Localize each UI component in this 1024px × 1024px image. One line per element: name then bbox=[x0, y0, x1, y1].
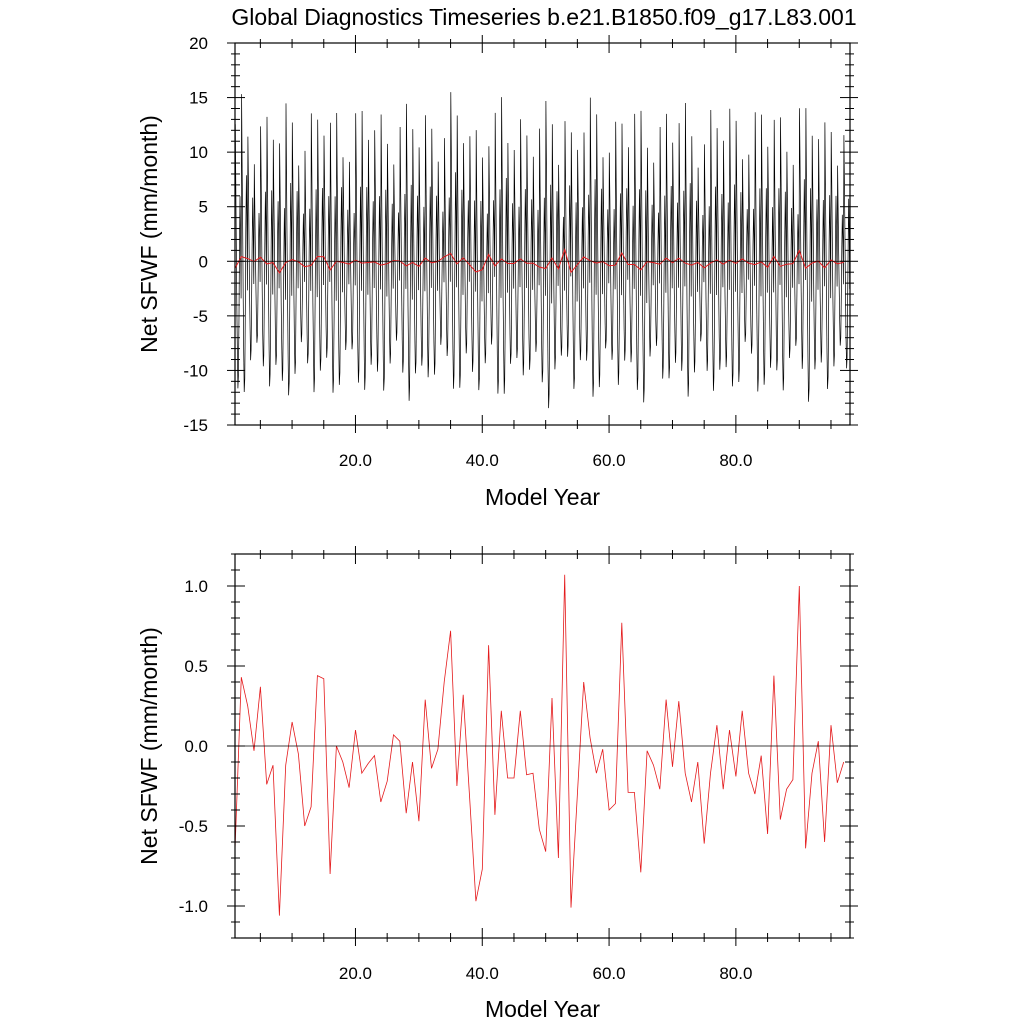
top-x-axis-label: Model Year bbox=[485, 484, 600, 510]
y-tick-label: 1.0 bbox=[184, 577, 208, 596]
y-tick-label: 0.0 bbox=[184, 737, 208, 756]
top-y-axis-label: Net SFWF (mm/month) bbox=[136, 115, 162, 353]
y-tick-label: -1.0 bbox=[179, 897, 208, 916]
top-panel-chart: 20.0 40.0 60.0 80.0 -15 -10 -5 0 5 10 15 20 Model Y… bbox=[136, 34, 858, 510]
x-tick-label: 40.0 bbox=[466, 964, 499, 983]
bottom-x-axis-label: Model Year bbox=[485, 996, 600, 1022]
figure-title: Global Diagnostics Timeseries b.e21.B185… bbox=[231, 4, 856, 30]
x-tick-label: 60.0 bbox=[593, 451, 626, 470]
x-tick-label: 20.0 bbox=[339, 964, 372, 983]
x-tick-label: 80.0 bbox=[719, 451, 752, 470]
y-tick-label: -0.5 bbox=[179, 817, 208, 836]
y-tick-label: -15 bbox=[183, 416, 208, 435]
y-tick-label: 5 bbox=[199, 198, 208, 217]
bottom-y-axis-label: Net SFWF (mm/month) bbox=[136, 627, 162, 865]
y-tick-label: 20 bbox=[189, 34, 208, 53]
x-tick-label: 60.0 bbox=[593, 964, 626, 983]
x-tick-label: 40.0 bbox=[466, 451, 499, 470]
y-tick-label: 0 bbox=[199, 252, 208, 271]
bottom-series-layer bbox=[234, 574, 845, 916]
top-series-layer bbox=[234, 92, 851, 409]
top-plot-frame bbox=[234, 42, 851, 426]
y-tick-label: -5 bbox=[193, 307, 208, 326]
x-tick-label: 80.0 bbox=[719, 964, 752, 983]
y-tick-label: 0.5 bbox=[184, 657, 208, 676]
bottom-ticks-layer: 20.0 40.0 60.0 80.0 -1.0 -0.5 0.0 0.5 1.0 bbox=[179, 546, 858, 983]
y-tick-label: -10 bbox=[183, 361, 208, 380]
x-tick-label: 20.0 bbox=[339, 451, 372, 470]
annual-series-line bbox=[234, 574, 845, 916]
y-tick-label: 10 bbox=[189, 143, 208, 162]
monthly-series-line bbox=[234, 92, 851, 409]
top-ticks-layer: 20.0 40.0 60.0 80.0 -15 -10 -5 0 5 10 15 20 bbox=[183, 34, 858, 470]
y-tick-label: 15 bbox=[189, 89, 208, 108]
bottom-panel-chart: 20.0 40.0 60.0 80.0 -1.0 -0.5 0.0 0.5 1.0 Model … bbox=[136, 546, 858, 1022]
